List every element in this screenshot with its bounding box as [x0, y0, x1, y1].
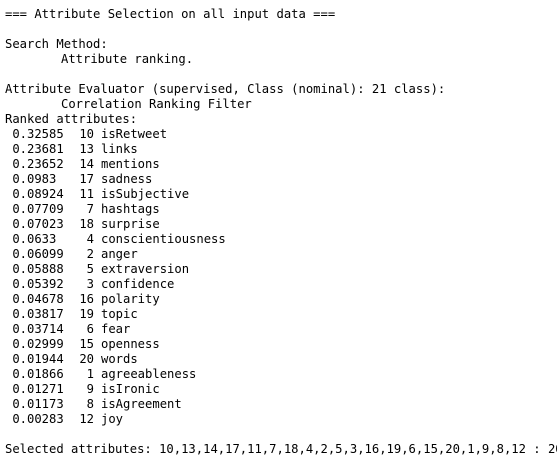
search-method-value: Attribute ranking. [61, 52, 194, 66]
attribute-index: 1 [86, 367, 94, 381]
attribute-name: isSubjective [101, 187, 190, 201]
attribute-index: 12 [79, 412, 94, 426]
attribute-name: conscientiousness [101, 232, 226, 246]
attribute-selection-output[interactable]: === Attribute Selection on all input dat… [5, 7, 557, 457]
attribute-merit: 0.07709 [5, 202, 64, 216]
ranked-attribute-row: 0.08924 11 isSubjective [5, 187, 553, 202]
attribute-merit: 0.03817 [5, 307, 64, 321]
attribute-merit: 0.07023 [5, 217, 64, 231]
ranked-attribute-row: 0.01944 20 words [5, 352, 553, 367]
attribute-merit: 0.0633 [5, 232, 57, 246]
attribute-merit: 0.23681 [5, 142, 64, 156]
attribute-index: 11 [79, 187, 94, 201]
attribute-name: openness [101, 337, 160, 351]
attribute-index: 7 [86, 202, 94, 216]
attribute-index: 5 [86, 262, 94, 276]
ranked-attribute-row: 0.05888 5 extraversion [5, 262, 553, 277]
attribute-index: 3 [86, 277, 94, 291]
attribute-index: 16 [79, 292, 94, 306]
attribute-name: extraversion [101, 262, 190, 276]
attribute-merit: 0.01866 [5, 367, 64, 381]
attribute-index: 19 [79, 307, 94, 321]
ranked-attribute-row: 0.07709 7 hashtags [5, 202, 553, 217]
attribute-index: 14 [79, 157, 94, 171]
attribute-index: 6 [86, 322, 94, 336]
attribute-merit: 0.00283 [5, 412, 64, 426]
attribute-index: 13 [79, 142, 94, 156]
attribute-name: joy [101, 412, 124, 426]
attribute-index: 2 [86, 247, 94, 261]
attribute-name: isIronic [101, 382, 160, 396]
attribute-merit: 0.06099 [5, 247, 64, 261]
attribute-index: 20 [79, 352, 94, 366]
attribute-index: 18 [79, 217, 94, 231]
attribute-name: hashtags [101, 202, 160, 216]
attribute-merit: 0.02999 [5, 337, 64, 351]
attribute-name: words [101, 352, 138, 366]
ranked-attribute-row: 0.07023 18 surprise [5, 217, 553, 232]
attribute-index: 17 [79, 172, 94, 186]
selected-attributes: Selected attributes: 10,13,14,17,11,7,18… [5, 442, 557, 456]
attribute-merit: 0.32585 [5, 127, 64, 141]
output-header: === Attribute Selection on all input dat… [5, 7, 336, 21]
attribute-name: polarity [101, 292, 160, 306]
ranked-attribute-row: 0.02999 15 openness [5, 337, 553, 352]
attribute-merit: 0.01944 [5, 352, 64, 366]
ranked-attribute-row: 0.0983 17 sadness [5, 172, 553, 187]
ranked-attributes-list: 0.32585 10 isRetweet 0.23681 13 links 0.2365… [5, 127, 553, 427]
ranked-attribute-row: 0.0633 4 conscientiousness [5, 232, 553, 247]
ranked-attribute-row: 0.04678 16 polarity [5, 292, 553, 307]
attribute-name: anger [101, 247, 138, 261]
attribute-index: 4 [86, 232, 94, 246]
attribute-merit: 0.08924 [5, 187, 64, 201]
attribute-merit: 0.04678 [5, 292, 64, 306]
blank-line [5, 67, 553, 82]
attribute-merit: 0.01271 [5, 382, 64, 396]
search-method-label: Search Method: [5, 37, 108, 51]
ranked-attribute-row: 0.32585 10 isRetweet [5, 127, 553, 142]
evaluator-value: Correlation Ranking Filter [61, 97, 252, 111]
ranked-attribute-row: 0.01173 8 isAgreement [5, 397, 553, 412]
ranked-attribute-row: 0.23652 14 mentions [5, 157, 553, 172]
ranked-attribute-row: 0.05392 3 confidence [5, 277, 553, 292]
ranked-attribute-row: 0.03714 6 fear [5, 322, 553, 337]
attribute-index: 9 [86, 382, 94, 396]
attribute-name: topic [101, 307, 138, 321]
ranked-attribute-row: 0.23681 13 links [5, 142, 553, 157]
attribute-name: mentions [101, 157, 160, 171]
attribute-name: isAgreement [101, 397, 182, 411]
attribute-merit: 0.05888 [5, 262, 64, 276]
attribute-name: confidence [101, 277, 175, 291]
ranked-attribute-row: 0.06099 2 anger [5, 247, 553, 262]
attribute-merit: 0.03714 [5, 322, 64, 336]
ranked-attribute-row: 0.03817 19 topic [5, 307, 553, 322]
attribute-name: links [101, 142, 138, 156]
attribute-index: 8 [86, 397, 94, 411]
attribute-name: surprise [101, 217, 160, 231]
attribute-merit: 0.0983 [5, 172, 57, 186]
blank-line [5, 22, 553, 37]
attribute-name: agreeableness [101, 367, 197, 381]
ranked-attributes-label: Ranked attributes: [5, 112, 138, 126]
ranked-attribute-row: 0.01271 9 isIronic [5, 382, 553, 397]
attribute-name: fear [101, 322, 131, 336]
attribute-merit: 0.23652 [5, 157, 64, 171]
attribute-name: sadness [101, 172, 153, 186]
attribute-index: 10 [79, 127, 94, 141]
attribute-merit: 0.05392 [5, 277, 64, 291]
ranked-attribute-row: 0.00283 12 joy [5, 412, 553, 427]
ranked-attribute-row: 0.01866 1 agreeableness [5, 367, 553, 382]
attribute-name: isRetweet [101, 127, 168, 141]
attribute-index: 15 [79, 337, 94, 351]
blank-line [5, 427, 553, 442]
attribute-merit: 0.01173 [5, 397, 64, 411]
evaluator-label: Attribute Evaluator (supervised, Class (… [5, 82, 446, 96]
